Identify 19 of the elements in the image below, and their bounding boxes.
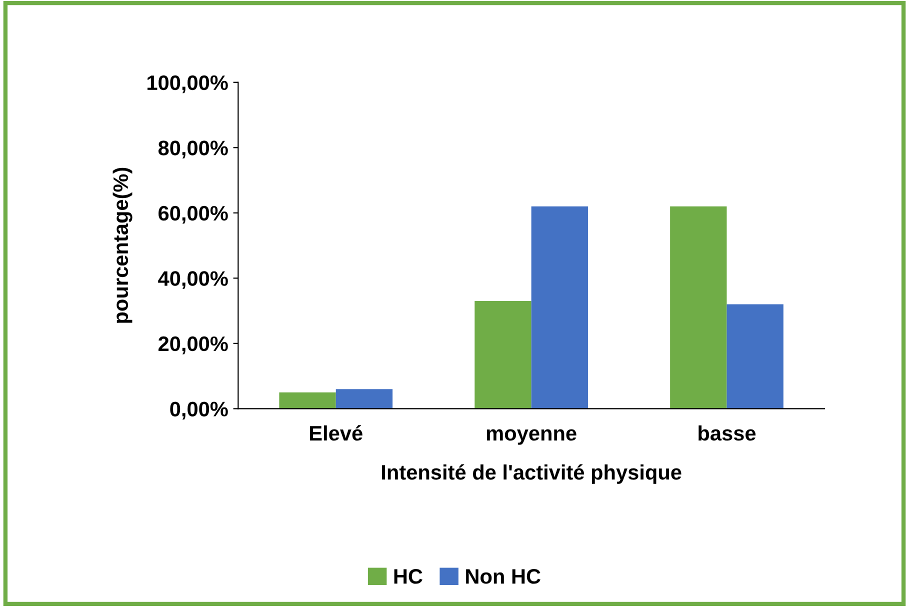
y-tick-label: 100,00%	[148, 75, 228, 94]
bar	[336, 389, 393, 409]
x-tick-label: Elevé	[310, 425, 362, 441]
x-tick-label: moyenne	[486, 429, 576, 445]
bar	[474, 301, 532, 409]
x-tick-label: basse	[698, 425, 756, 441]
legend-label: HC	[394, 569, 422, 584]
y-tick-label: 60,00%	[158, 206, 228, 224]
legend-label: Non HC	[466, 569, 540, 584]
y-tick-label: 80,00%	[158, 140, 228, 158]
y-tick-label: 20,00%	[158, 336, 228, 354]
y-axis-title: pourcentage(%)	[112, 168, 132, 323]
y-tick-label: 0,00%	[170, 402, 228, 420]
y-tick-label: 40,00%	[158, 271, 228, 289]
x-axis-title: Intensité de l'activité physique	[382, 464, 682, 484]
bar	[279, 392, 336, 409]
bar	[726, 304, 784, 409]
bar	[531, 206, 588, 409]
bar	[670, 206, 727, 409]
